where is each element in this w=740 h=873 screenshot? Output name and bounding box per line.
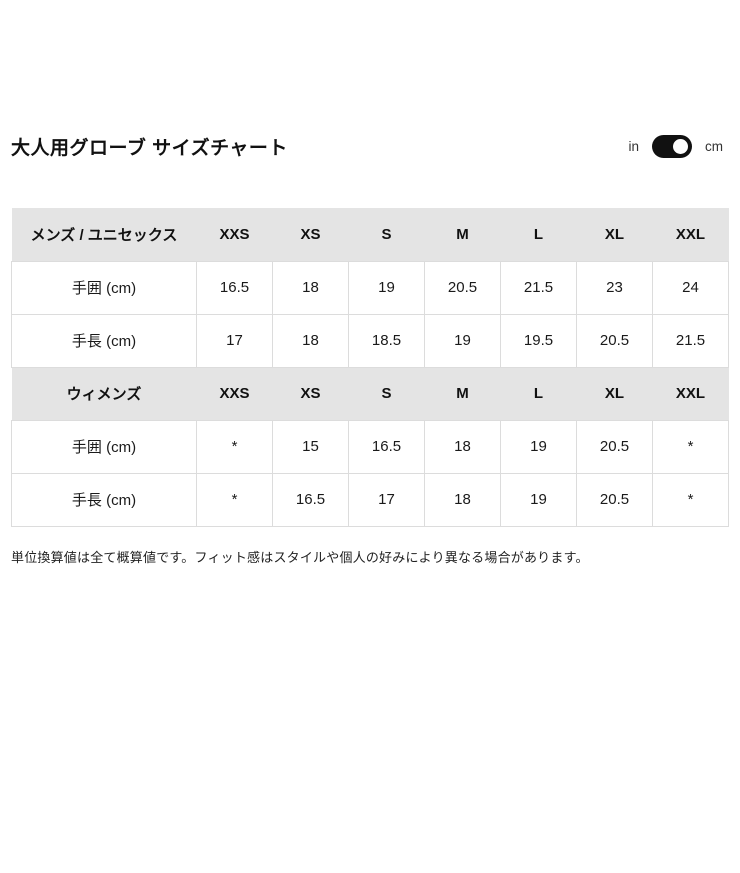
table-row-mens-length: 手長 (cm) 17 18 18.5 19 19.5 20.5 21.5 — [11, 313, 729, 368]
size-header: M — [456, 225, 469, 243]
size-cell: 19 — [500, 419, 577, 474]
size-header: XL — [604, 385, 625, 402]
size-cell: 16.5 — [196, 260, 273, 315]
row-label: 手長 (cm) — [11, 313, 197, 368]
size-cell: 18 — [272, 260, 349, 315]
size-cell: 19 — [424, 313, 501, 368]
size-header: L — [533, 225, 544, 243]
size-cell: 23 — [576, 260, 653, 315]
size-header: XL — [604, 225, 625, 243]
size-cell: 17 — [348, 472, 425, 527]
size-header: XXL — [675, 225, 706, 243]
unit-label-in: in — [628, 139, 639, 154]
topbar: 大人用グローブ サイズチャート in cm — [11, 133, 729, 160]
page-title: 大人用グローブ サイズチャート — [11, 138, 288, 159]
size-header: XXL — [675, 385, 706, 402]
size-cell: * — [652, 472, 729, 527]
size-cell: 24 — [652, 260, 729, 315]
size-cell: 21.5 — [500, 260, 577, 315]
size-cell: 18 — [424, 472, 501, 527]
table-row-womens-circumference: 手囲 (cm) * 15 16.5 18 19 20.5 * — [11, 419, 729, 474]
size-cell: 16.5 — [348, 419, 425, 474]
size-cell: * — [196, 472, 273, 527]
size-header: XS — [300, 385, 321, 402]
size-cell: 18 — [424, 419, 501, 474]
table-row-mens-circumference: 手囲 (cm) 16.5 18 19 20.5 21.5 23 24 — [11, 260, 729, 315]
section-label: メンズ / ユニセックス — [30, 226, 178, 244]
section-header-womens: ウィメンズ XXS XS S M L XL XXL — [11, 367, 729, 420]
table-row-womens-length: 手長 (cm) * 16.5 17 18 19 20.5 * — [11, 472, 729, 527]
unit-label-cm: cm — [705, 139, 723, 154]
size-cell: 16.5 — [272, 472, 349, 527]
size-cell: 19 — [348, 260, 425, 315]
size-cell: 18 — [272, 313, 349, 368]
row-label: 手囲 (cm) — [11, 260, 197, 315]
size-cell: 19.5 — [500, 313, 577, 368]
size-chart-table: メンズ / ユニセックス XXS XS S M L XL XXL 手囲 (cm)… — [11, 208, 729, 527]
row-label: 手長 (cm) — [11, 472, 197, 527]
size-cell: 20.5 — [576, 419, 653, 474]
size-cell: 20.5 — [424, 260, 501, 315]
section-header-mens: メンズ / ユニセックス XXS XS S M L XL XXL — [11, 208, 729, 261]
size-header: XXS — [219, 225, 250, 243]
footnote: 単位換算値は全て概算値です。フィット感はスタイルや個人の好みにより異なる場合があ… — [11, 549, 589, 565]
unit-toggle-group: in cm — [628, 135, 729, 158]
row-label: 手囲 (cm) — [11, 419, 197, 474]
size-header: S — [381, 225, 392, 243]
size-cell: * — [196, 419, 273, 474]
size-cell: 17 — [196, 313, 273, 368]
section-label: ウィメンズ — [66, 386, 142, 403]
size-cell: 15 — [272, 419, 349, 474]
size-cell: 21.5 — [652, 313, 729, 368]
size-cell: 19 — [500, 472, 577, 527]
toggle-knob-icon — [673, 139, 688, 154]
size-cell: * — [652, 419, 729, 474]
size-header: M — [456, 385, 469, 402]
size-header: XXS — [219, 385, 250, 402]
size-cell: 20.5 — [576, 472, 653, 527]
size-cell: 20.5 — [576, 313, 653, 368]
size-cell: 18.5 — [348, 313, 425, 368]
size-header: XS — [300, 225, 321, 243]
size-header: L — [533, 385, 544, 402]
unit-toggle[interactable] — [652, 135, 692, 158]
size-header: S — [381, 385, 392, 402]
